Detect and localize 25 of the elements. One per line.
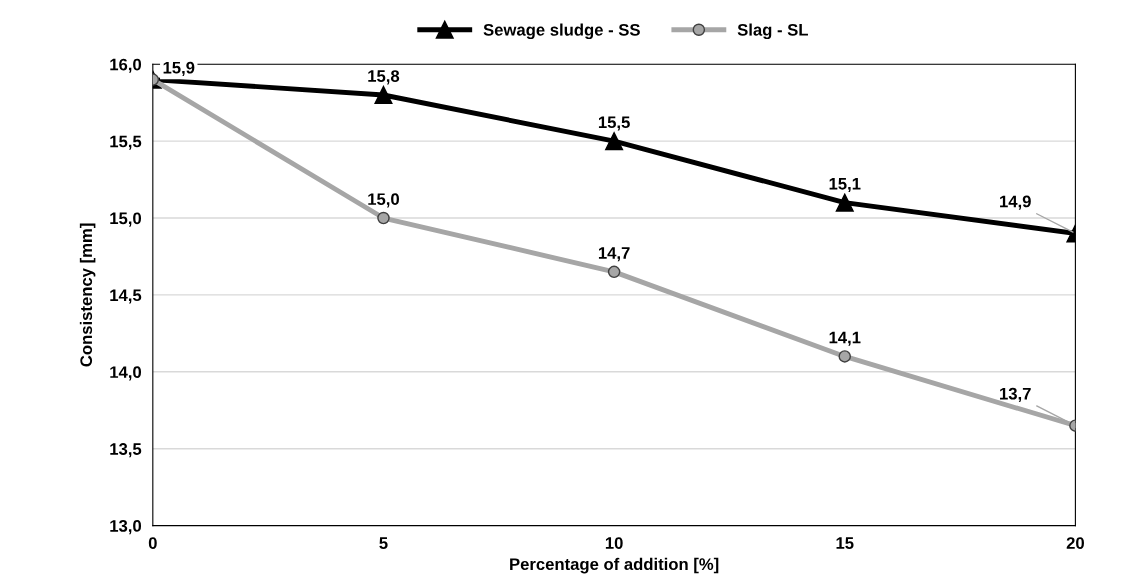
y-tick-label: 14,0 <box>110 366 142 381</box>
data-label: 13,7 <box>1000 387 1031 402</box>
y-tick-label: 15,0 <box>110 212 142 227</box>
y-axis-title: Consistency [mm] <box>79 223 96 367</box>
x-axis-title: Percentage of addition [%] <box>510 557 719 574</box>
y-tick-label: 16,0 <box>110 58 142 73</box>
x-tick-label: 5 <box>379 537 388 549</box>
data-label: 14,1 <box>829 331 861 346</box>
legend-label: Slag - SL <box>737 23 808 40</box>
legend-label: Sewage sludge - SS <box>483 23 640 40</box>
data-label: 14,7 <box>598 247 630 262</box>
data-label: 15,1 <box>829 178 861 193</box>
y-tick-label: 14,5 <box>110 289 142 304</box>
data-label: 15,8 <box>368 70 400 85</box>
y-tick-label: 13,5 <box>110 443 142 458</box>
x-tick-label: 15 <box>836 537 854 549</box>
x-tick-label: 0 <box>148 537 157 549</box>
y-tick-label: 15,5 <box>110 135 142 150</box>
data-label: 15,0 <box>368 193 399 208</box>
x-tick-label: 20 <box>1066 537 1084 549</box>
y-tick-label: 13,0 <box>110 520 142 535</box>
x-tick-label: 10 <box>605 537 623 549</box>
data-label: 15,5 <box>598 116 630 131</box>
data-label: 14,9 <box>1000 195 1031 210</box>
data-label: 15,9 <box>163 61 195 76</box>
